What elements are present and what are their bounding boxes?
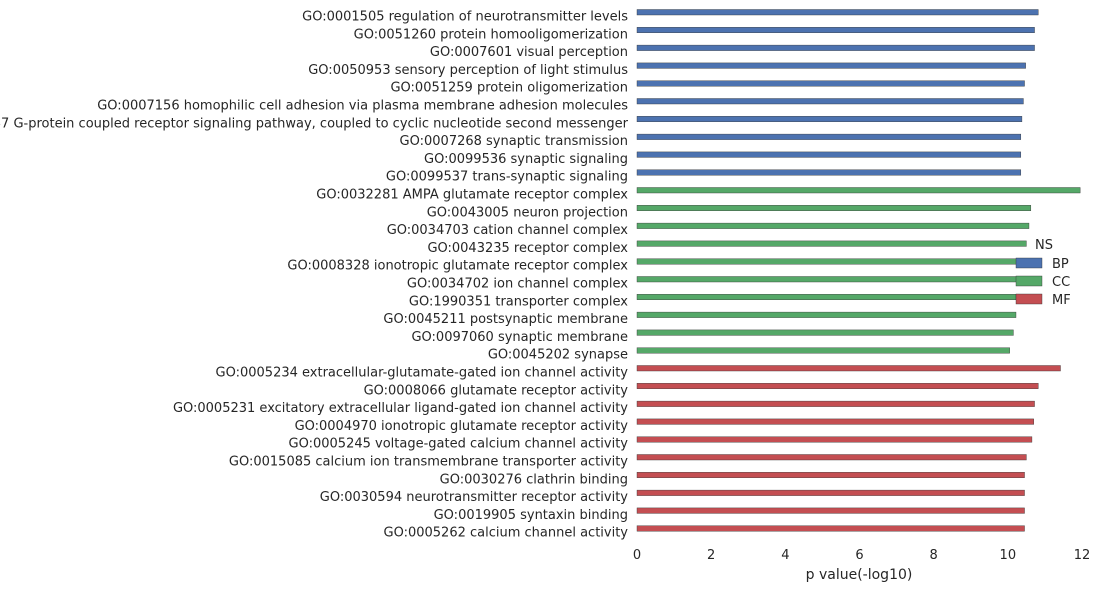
bar [636,436,1033,443]
category-label: GO:0015085 calcium ion transmembrane tra… [229,455,628,470]
legend-label: BP [1052,257,1069,272]
x-tick-label: 4 [781,548,789,563]
bar [636,294,1017,300]
legend: NS BP CC MF [1015,238,1071,308]
bar [636,116,1023,123]
category-label: GO:0005231 excitatory extracellular liga… [173,401,628,416]
bar [636,472,1025,478]
category-label: GO:0034703 cation channel complex [387,223,629,238]
category-label: GO:0001505 regulation of neurotransmitte… [302,10,628,25]
category-label: GO:0007601 visual perception [430,45,628,60]
bar [636,347,1010,354]
bar [636,205,1032,212]
bar [636,98,1024,105]
category-label: GO:0050953 sensory perception of light s… [308,63,628,78]
bar [636,276,1018,283]
bar [636,454,1027,461]
category-label: GO:0019905 syntaxin binding [434,508,628,523]
bar [636,489,1025,496]
bar [636,383,1039,389]
category-label: GO:1990351 transporter complex [409,294,628,309]
bar [636,27,1035,33]
bar [636,133,1022,140]
x-tick-label: 2 [707,548,715,563]
x-tick-label: 0 [633,548,641,563]
legend-title: NS [1035,238,1053,253]
bar [636,258,1023,265]
bar [636,329,1014,336]
category-label: GO:0007187 G-protein coupled receptor si… [0,116,629,131]
bar [636,365,1061,372]
category-label: GO:0043005 neuron projection [427,205,628,220]
bar [636,418,1034,425]
category-label: GO:0005234 extracellular-glutamate-gated… [216,366,629,381]
category-label: GO:0032281 AMPA glutamate receptor compl… [316,188,628,203]
category-label: GO:0030594 neurotransmitter receptor act… [320,490,629,505]
category-label: GO:0045202 synapse [488,348,628,363]
bar [636,311,1017,318]
category-label: GO:0007268 synaptic transmission [400,134,628,149]
category-label: GO:0034702 ion channel complex [407,277,628,292]
bar [636,187,1081,194]
legend-swatch [1015,257,1043,269]
legend-label: MF [1052,293,1071,308]
bar [636,507,1025,514]
category-label: GO:0043235 receptor complex [427,241,628,256]
legend-swatch [1015,293,1043,305]
category-label: GO:0045211 postsynaptic membrane [383,312,628,327]
category-label: GO:0005245 voltage-gated calcium channel… [289,437,629,452]
x-axis-label: p value(-log10) [806,567,913,583]
category-label: GO:0099536 synaptic signaling [424,152,628,167]
category-label: GO:0004970 ionotropic glutamate receptor… [295,419,629,434]
category-label: GO:0051260 protein homooligomerization [354,27,628,42]
bar [636,9,1039,16]
bar [636,169,1022,176]
bar [636,44,1035,51]
category-label: GO:0051259 protein oligomerization [390,81,628,96]
category-label: GO:0099537 trans-synaptic signaling [386,170,628,185]
category-labels: GO:0001505 regulation of neurotransmitte… [0,10,629,541]
category-label: GO:0030276 clathrin binding [440,472,628,487]
bar [636,240,1027,247]
legend-label: CC [1052,275,1070,290]
bars-layer [636,9,1081,532]
bar [636,525,1025,532]
x-tick-label: 10 [1000,548,1017,563]
category-label: GO:0008328 ionotropic glutamate receptor… [287,259,628,274]
bar [636,222,1030,229]
legend-entries: BP CC MF [1015,257,1071,308]
x-tick-label: 8 [930,548,938,563]
x-tick-label: 12 [1074,548,1091,563]
category-label: GO:0097060 synaptic membrane [411,330,628,345]
legend-swatch [1015,275,1043,287]
category-label: GO:0005262 calcium channel activity [384,526,629,541]
bar [636,62,1026,69]
category-label: GO:0008066 glutamate receptor activity [364,383,629,398]
bar [636,80,1025,87]
bar [636,151,1022,158]
x-tick-labels: 0 2 4 6 8 10 12 [633,548,1090,563]
category-label: GO:0007156 homophilic cell adhesion via … [97,99,628,114]
x-tick-label: 6 [855,548,863,563]
bar [636,400,1035,407]
